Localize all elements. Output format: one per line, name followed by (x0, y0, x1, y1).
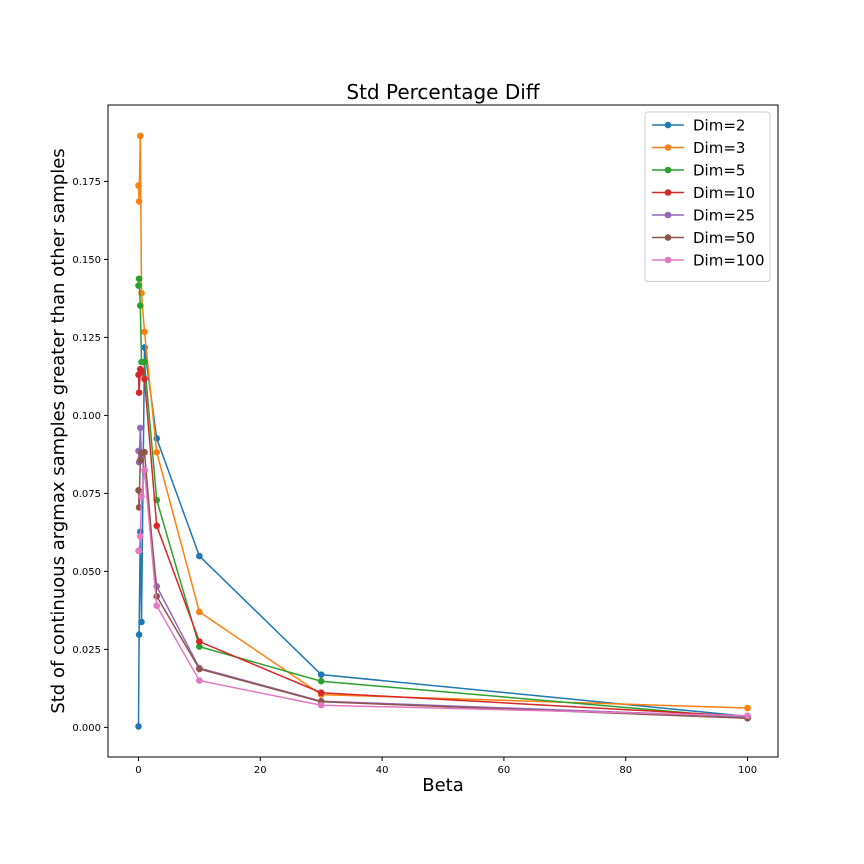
data-point (135, 282, 142, 289)
data-point (196, 677, 203, 684)
legend-box (644, 111, 771, 282)
legend-entry: Dim=50 (652, 229, 755, 247)
legend-marker (664, 121, 672, 129)
legend-label: Dim=5 (693, 162, 745, 180)
data-point (135, 182, 142, 189)
y-tick-label: 0.125 (72, 333, 101, 344)
data-point (153, 522, 161, 530)
legend-entry: Dim=5 (652, 162, 745, 180)
y-tick-label: 0.075 (72, 489, 101, 500)
legend-label: Dim=50 (693, 229, 755, 247)
series-Dim=100 (135, 466, 751, 720)
legend-marker (664, 144, 672, 151)
data-point (138, 618, 145, 626)
data-point (136, 424, 144, 432)
legend-entry: Dim=10 (652, 184, 755, 202)
x-tick-label: 100 (738, 765, 757, 776)
plot-area (135, 132, 751, 730)
data-point (141, 375, 148, 383)
data-point (141, 328, 148, 336)
series-Dim=2 (135, 344, 751, 730)
data-point (136, 456, 144, 464)
data-point (135, 547, 143, 555)
y-tick-label: 0.000 (72, 723, 101, 734)
legend-marker (664, 166, 672, 174)
data-point (196, 665, 203, 673)
data-point (317, 677, 325, 685)
data-point (135, 486, 142, 494)
data-point (138, 493, 145, 500)
y-tick-label: 0.175 (72, 177, 101, 188)
data-point (317, 689, 325, 697)
data-point (135, 723, 142, 730)
data-point (196, 643, 203, 650)
data-point (196, 638, 203, 645)
data-point (135, 198, 143, 205)
series-Dim=25 (135, 424, 751, 721)
legend: Dim=2 Dim=3 Dim=5 Dim=10 Dim=25 Dim=50 Dim=100 (644, 111, 771, 282)
legend-label: Dim=25 (693, 207, 755, 225)
legend-label: Dim=10 (693, 184, 755, 202)
series-Dim=10 (135, 365, 751, 720)
data-point (136, 302, 144, 309)
legend-label: Dim=3 (693, 139, 745, 157)
data-point (135, 631, 143, 639)
x-tick-label: 40 (376, 765, 389, 776)
legend-entry: Dim=3 (652, 139, 745, 157)
legend-marker (664, 234, 672, 241)
data-point (135, 389, 143, 396)
data-point (153, 602, 161, 609)
y-tick-label: 0.100 (72, 411, 101, 422)
legend-marker (664, 189, 672, 196)
data-point (196, 608, 203, 616)
legend-entry: Dim=2 (652, 117, 745, 135)
legend-label: Dim=100 (693, 252, 765, 270)
x-tick-label: 60 (498, 765, 511, 776)
legend-entry: Dim=25 (652, 207, 755, 225)
y-tick-label: 0.150 (72, 255, 101, 266)
series-line (137, 347, 748, 727)
plot-frame (107, 104, 779, 758)
legend-entry: Dim=100 (652, 252, 765, 270)
data-point (317, 701, 325, 709)
data-point (135, 275, 143, 283)
y-axis-label: Std of continuous argmax samples greater… (48, 148, 69, 713)
axes: 0 20 40 60 80 100 0.000 0.025 0.050 0.075 0.100 0.1… (72, 104, 779, 776)
legend-label: Dim=2 (693, 117, 745, 135)
data-point (153, 448, 161, 456)
y-tick-label: 0.050 (72, 567, 101, 578)
data-point (138, 368, 145, 376)
data-point (317, 671, 325, 678)
data-point (141, 448, 148, 456)
data-point (196, 552, 203, 560)
data-point (744, 704, 751, 712)
series-line (138, 469, 748, 717)
data-point (141, 358, 148, 366)
series-line (137, 368, 748, 718)
series-line (137, 427, 748, 718)
x-tick-label: 80 (619, 765, 632, 776)
series-Dim=5 (135, 275, 751, 722)
x-tick-label: 20 (254, 765, 267, 776)
series-line (137, 278, 748, 719)
data-point (136, 533, 144, 540)
data-point (141, 466, 148, 474)
data-point (136, 132, 144, 140)
data-point (744, 712, 751, 720)
x-tick-label: 0 (135, 765, 141, 776)
series-Dim=50 (135, 448, 751, 722)
chart-title: Std Percentage Diff (346, 80, 540, 104)
y-tick-label: 0.025 (72, 645, 101, 656)
legend-marker (664, 211, 672, 219)
legend-marker (664, 256, 672, 264)
x-axis-label: Beta (422, 775, 464, 796)
